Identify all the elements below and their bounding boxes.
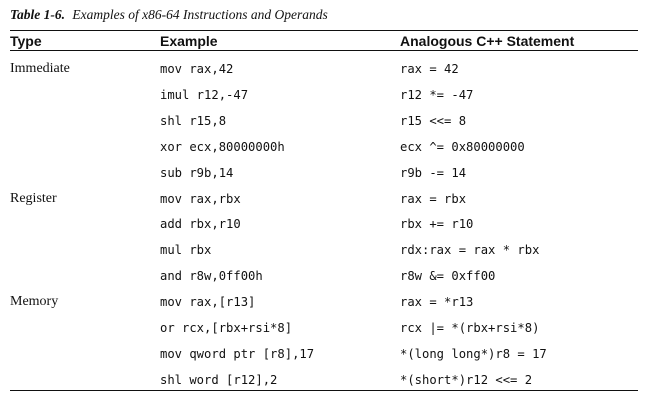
cell-example: mov rax,[r13]: [160, 295, 256, 310]
table-caption-label: Table 1-6.: [10, 7, 65, 22]
table-caption: Table 1-6. Examples of x86-64 Instructio…: [10, 7, 328, 23]
cell-cpp-statement: rax = 42: [400, 62, 459, 76]
header-cpp-statement: Analogous C++ Statement: [400, 33, 575, 49]
cell-cpp-statement: rax = rbx: [400, 191, 467, 206]
cell-cpp-statement: *(long long*)r8 = 17: [400, 346, 547, 361]
header-example: Example: [160, 33, 218, 49]
cell-cpp-statement: rdx:rax = rax * rbx: [400, 243, 540, 258]
header-type: Type: [10, 33, 42, 49]
cell-example: mul rbx: [160, 243, 212, 258]
cell-cpp-statement: *(short*)r12 <<= 2: [400, 372, 533, 387]
cell-example: shl r15,8: [160, 113, 227, 128]
cell-type: Memory: [10, 294, 59, 310]
cell-example: mov rax,rbx: [160, 191, 241, 206]
cell-cpp-statement: r15 <<= 8: [400, 113, 467, 128]
cell-cpp-statement: rcx |= *(rbx+rsi*8): [400, 321, 540, 335]
cell-example: add rbx,r10: [160, 217, 241, 232]
cell-cpp-statement: r8w &= 0xff00: [400, 269, 496, 284]
cell-type: Immediate: [10, 61, 70, 76]
cell-example: and r8w,0ff00h: [160, 269, 263, 284]
cell-example: mov qword ptr [r8],17: [160, 346, 315, 361]
cell-example: imul r12,-47: [160, 87, 249, 102]
cell-example: xor ecx,80000000h: [160, 139, 285, 154]
cell-example: sub r9b,14: [160, 165, 234, 180]
cell-cpp-statement: ecx ^= 0x80000000: [400, 139, 525, 154]
cell-example: shl word [r12],2: [160, 372, 278, 387]
table-bottom-rule: [10, 390, 638, 391]
cell-cpp-statement: r12 *= -47: [400, 87, 474, 102]
cell-example: mov rax,42: [160, 62, 234, 76]
cell-type: Register: [10, 190, 57, 206]
table-top-rule: [10, 30, 638, 31]
cell-cpp-statement: r9b -= 14: [400, 165, 467, 180]
table-header-rule: [10, 50, 638, 51]
cell-cpp-statement: rbx += r10: [400, 217, 474, 232]
table-caption-text: Examples of x86-64 Instructions and Oper…: [72, 7, 328, 22]
cell-cpp-statement: rax = *r13: [400, 295, 474, 310]
cell-example: or rcx,[rbx+rsi*8]: [160, 321, 293, 335]
